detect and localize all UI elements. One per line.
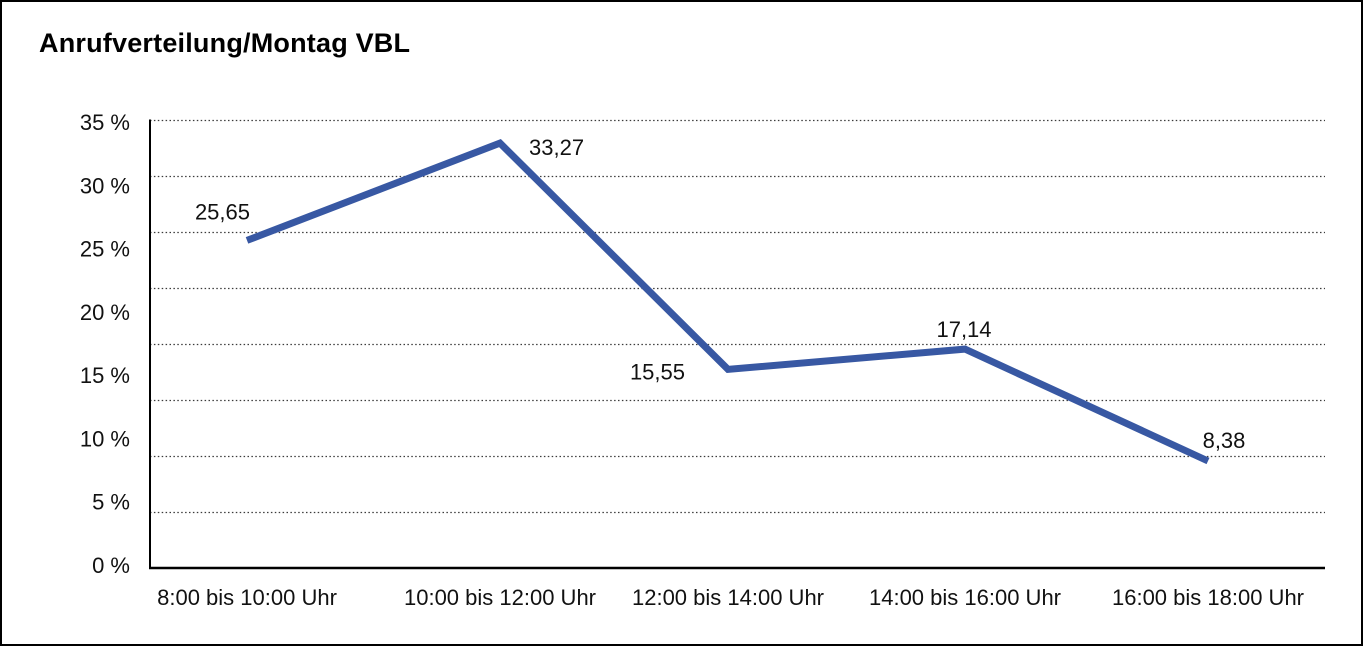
data-point-label: 25,65 xyxy=(195,199,250,224)
data-point-label: 8,38 xyxy=(1203,428,1246,453)
y-axis-tick-label: 30 % xyxy=(80,173,130,198)
y-axis-tick-label: 5 % xyxy=(92,490,130,515)
data-labels: 25,65 33,27 15,55 17,14 8,38 xyxy=(195,135,1245,453)
gridlines xyxy=(150,119,1325,514)
y-axis-tick-label: 0 % xyxy=(92,553,130,578)
x-axis-category-label: 8:00 bis 10:00 Uhr xyxy=(157,585,337,610)
x-axis-labels: 8:00 bis 10:00 Uhr 10:00 bis 12:00 Uhr 12:… xyxy=(157,585,1304,610)
y-axis-labels: 35 % 30 % 25 % 20 % 15 % 10 % 5 % 0 % xyxy=(80,110,130,578)
y-axis-tick-label: 15 % xyxy=(80,363,130,388)
x-axis-category-label: 16:00 bis 18:00 Uhr xyxy=(1112,585,1304,610)
y-axis-tick-label: 35 % xyxy=(80,110,130,135)
y-axis-tick-label: 20 % xyxy=(80,300,130,325)
y-axis-tick-label: 10 % xyxy=(80,426,130,451)
data-point-label: 17,14 xyxy=(936,317,991,342)
y-axis-tick-label: 25 % xyxy=(80,237,130,262)
data-point-label: 33,27 xyxy=(529,135,584,160)
x-axis-category-label: 14:00 bis 16:00 Uhr xyxy=(869,585,1061,610)
x-axis-category-label: 12:00 bis 14:00 Uhr xyxy=(632,585,824,610)
data-point-label: 15,55 xyxy=(630,359,685,384)
x-axis-category-label: 10:00 bis 12:00 Uhr xyxy=(404,585,596,610)
chart-title: Anrufverteilung/Montag VBL xyxy=(39,28,411,58)
data-line xyxy=(245,139,1210,465)
